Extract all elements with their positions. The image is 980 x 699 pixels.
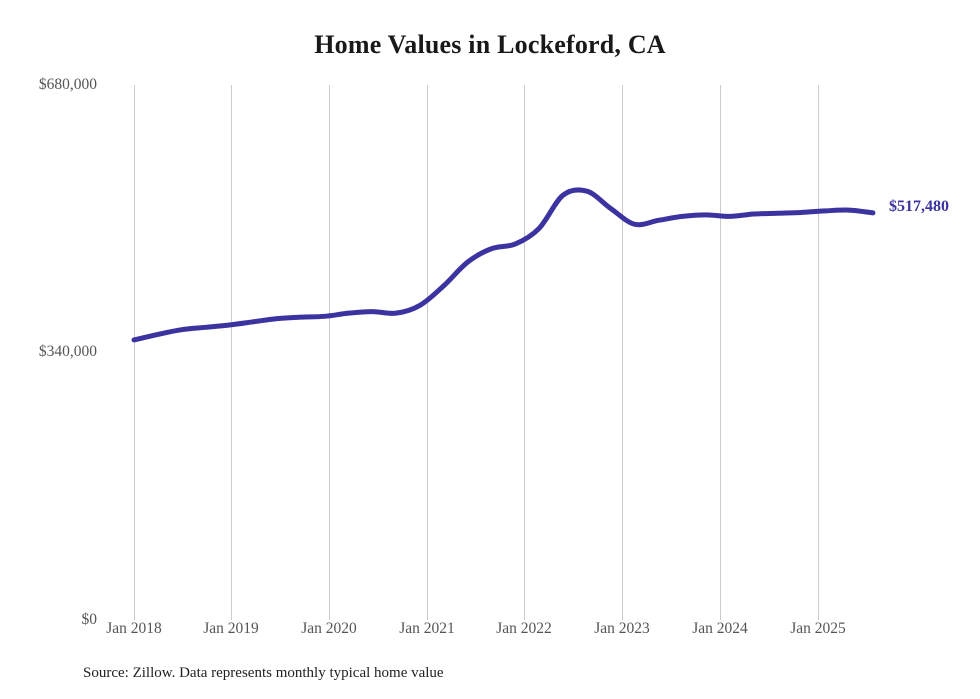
gridline-jan-2021 <box>427 85 428 620</box>
gridline-jan-2022 <box>524 85 525 620</box>
x-axis-tick-jan-2020: Jan 2020 <box>301 620 357 637</box>
y-axis-tick-mid: $340,000 <box>38 343 97 360</box>
gridline-jan-2019 <box>231 85 232 620</box>
x-axis-tick-jan-2018: Jan 2018 <box>106 620 162 637</box>
y-axis-tick-zero: $0 <box>81 611 98 628</box>
gridline-jan-2018 <box>134 85 135 620</box>
x-axis-tick-jan-2025: Jan 2025 <box>790 620 846 637</box>
gridline-jan-2025 <box>818 85 819 620</box>
x-axis-tick-jan-2019: Jan 2019 <box>203 620 259 637</box>
x-axis-tick-jan-2024: Jan 2024 <box>692 620 748 637</box>
end-value-annotation: $517,480 <box>889 198 949 215</box>
gridline-jan-2023 <box>622 85 623 620</box>
gridline-jan-2020 <box>329 85 330 620</box>
series-line-typical-home-value <box>131 187 876 343</box>
y-axis-tick-top: $680,000 <box>38 76 97 93</box>
page-title: Home Values in Lockeford, CA <box>314 30 666 59</box>
x-axis-tick-jan-2021: Jan 2021 <box>399 620 455 637</box>
gridline-jan-2024 <box>720 85 721 620</box>
x-axis-tick-jan-2022: Jan 2022 <box>496 620 552 637</box>
source-footnote: Source: Zillow. Data represents monthly … <box>83 665 444 681</box>
x-axis-tick-jan-2023: Jan 2023 <box>594 620 650 637</box>
